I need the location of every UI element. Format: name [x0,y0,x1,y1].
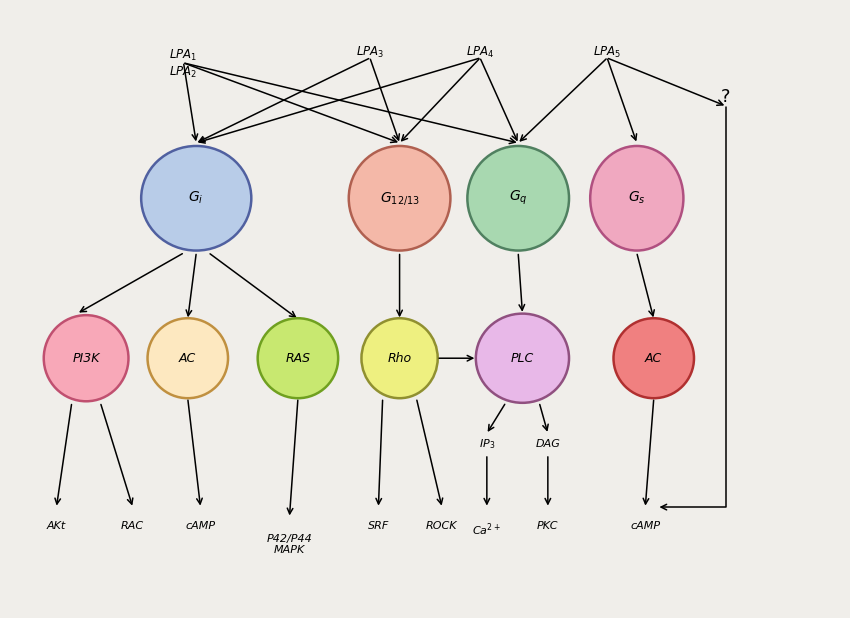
Text: ROCK: ROCK [426,521,457,531]
Text: DAG: DAG [536,439,560,449]
Text: G$_s$: G$_s$ [628,190,646,206]
Text: P42/P44
MAPK: P42/P44 MAPK [267,533,312,555]
Ellipse shape [614,318,694,398]
Ellipse shape [468,146,569,250]
Text: cAMP: cAMP [185,521,216,531]
Text: AC: AC [645,352,662,365]
Text: AKt: AKt [47,521,66,531]
Text: LPA$_5$: LPA$_5$ [593,44,621,59]
Ellipse shape [141,146,252,250]
Text: RAC: RAC [122,521,144,531]
Text: G$_q$: G$_q$ [509,189,528,208]
Ellipse shape [476,313,569,403]
Text: LPA$_3$: LPA$_3$ [356,44,384,59]
Text: cAMP: cAMP [630,521,660,531]
Text: Rho: Rho [388,352,411,365]
Text: AC: AC [179,352,196,365]
Text: LPA$_1$
LPA$_2$: LPA$_1$ LPA$_2$ [169,48,198,80]
Text: ?: ? [721,88,730,106]
Text: IP$_3$: IP$_3$ [479,438,495,451]
Ellipse shape [361,318,438,398]
Text: RAS: RAS [286,352,310,365]
Text: Ca$^{2+}$: Ca$^{2+}$ [473,521,501,538]
Text: PKC: PKC [537,521,558,531]
Ellipse shape [43,315,128,401]
Text: PLC: PLC [511,352,534,365]
Text: LPA$_4$: LPA$_4$ [466,44,495,59]
Text: PI3K: PI3K [72,352,99,365]
Text: SRF: SRF [368,521,389,531]
Ellipse shape [148,318,228,398]
Text: G$_i$: G$_i$ [189,190,204,206]
Ellipse shape [258,318,338,398]
Ellipse shape [590,146,683,250]
Text: G$_{12/13}$: G$_{12/13}$ [380,190,420,207]
Ellipse shape [348,146,451,250]
